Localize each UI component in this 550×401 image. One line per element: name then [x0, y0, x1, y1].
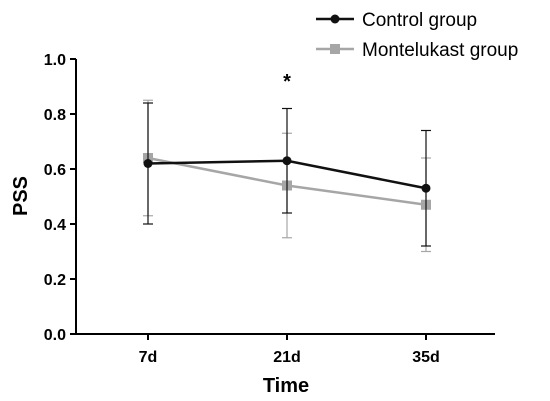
y-tick-label: 1.0 [44, 52, 66, 69]
axes: 0.0 0.2 0.4 0.6 0.8 1.0 7d 21d 35d [44, 52, 495, 366]
legend-label-montelukast: Montelukast group [362, 40, 518, 61]
y-axis-ticks: 0.0 0.2 0.4 0.6 0.8 1.0 [44, 52, 76, 344]
x-axis-title: Time [263, 375, 309, 397]
x-axis-ticks: 7d 21d 35d [139, 334, 440, 366]
significance-asterisk: * [283, 71, 291, 93]
legend: Control group Montelukast group [316, 10, 518, 61]
y-axis-title: PSS [10, 176, 32, 216]
series-control [143, 102, 431, 247]
y-tick-label: 0.2 [44, 272, 66, 289]
data-point [282, 156, 292, 166]
legend-item-control: Control group [316, 10, 477, 31]
x-tick-label: 7d [139, 349, 158, 366]
x-tick-label: 35d [412, 349, 440, 366]
y-tick-label: 0.6 [44, 162, 66, 179]
x-tick-label: 21d [273, 349, 301, 366]
data-point [421, 183, 431, 193]
legend-label-control: Control group [362, 10, 477, 31]
y-tick-label: 0.0 [44, 327, 66, 344]
y-tick-label: 0.4 [44, 217, 66, 234]
legend-marker-control [330, 14, 340, 24]
series-layer [143, 99, 431, 253]
annotations: * [283, 71, 291, 93]
legend-marker-montelukast [330, 44, 340, 54]
legend-item-montelukast: Montelukast group [316, 40, 518, 61]
data-point [143, 159, 153, 168]
y-tick-label: 0.8 [44, 107, 66, 124]
